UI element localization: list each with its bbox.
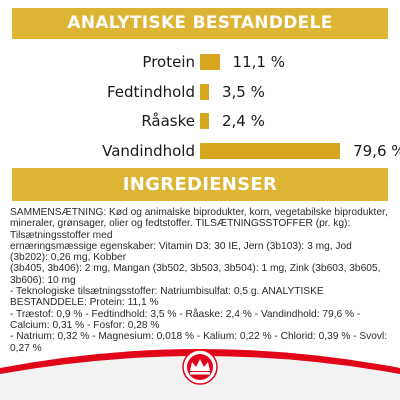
analysis-header: ANALYTISKE BESTANDDELE	[12, 8, 388, 39]
ingredients-line: ernæringsmæssige egenskaber: Vitamin D3:…	[10, 240, 352, 264]
nutrient-label: Fedtindhold	[106, 82, 195, 101]
nutrient-row: Vandindhold 79,6 %	[0, 139, 400, 163]
nutrient-label: Protein	[142, 53, 195, 71]
nutrient-row: Råaske 2,4 %	[0, 109, 400, 133]
ingredients-line: mineraler, grønsager, olier og fedtstoff…	[10, 218, 351, 241]
nutrient-label: Råaske	[141, 112, 195, 130]
nutrient-value: 3,5 %	[222, 82, 265, 101]
nutrient-bar	[200, 83, 209, 100]
royal-canin-crown-icon	[182, 349, 218, 385]
nutrient-value: 2,4 %	[222, 112, 265, 130]
ingredients-line: (3b405, 3b406): 2 mg, Mangan (3b502, 3b5…	[10, 263, 381, 286]
nutrient-value: 79,6 %	[353, 141, 400, 160]
ingredients-line: - Natrium: 0,32 % - Magnesium: 0,018 % -…	[10, 331, 388, 354]
ingredients-line: - Teknologiske tilsætningsstoffer: Natri…	[10, 286, 324, 309]
nutrient-bar	[200, 54, 220, 70]
ingredients-line: - Træstof: 0,9 % - Fedtindhold: 3,5 % - …	[10, 308, 361, 331]
ingredients-header: INGREDIENSER	[12, 168, 388, 201]
nutrient-row: Fedtindhold 3,5 %	[0, 80, 400, 104]
ingredients-text: SAMMENSÆTNING: Kød og animalske biproduk…	[0, 207, 400, 354]
nutrient-value: 11,1 %	[232, 53, 285, 71]
nutrient-bar	[200, 113, 209, 129]
nutrient-bar	[200, 142, 341, 159]
ingredients-line: SAMMENSÆTNING: Kød og animalske biproduk…	[10, 207, 388, 218]
nutrient-label: Vandindhold	[102, 141, 195, 160]
nutrient-row: Protein 11,1 %	[0, 50, 400, 74]
